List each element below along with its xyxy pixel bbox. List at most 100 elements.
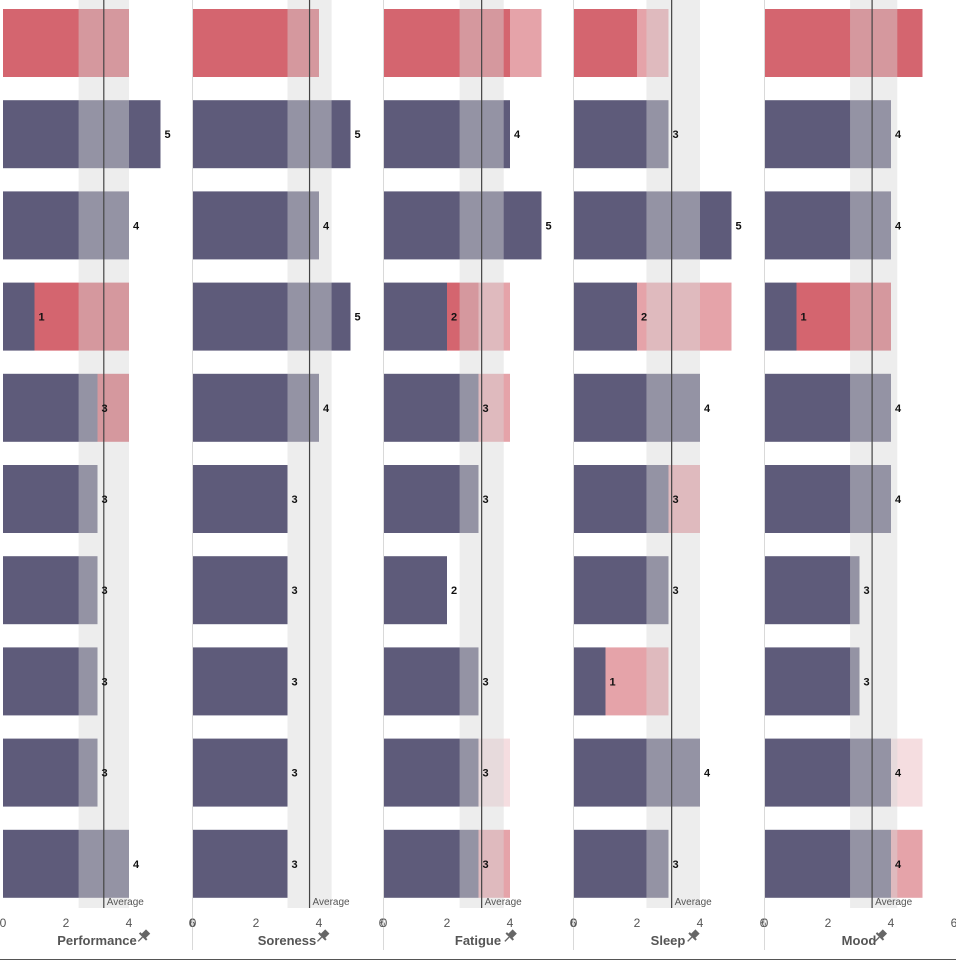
bar-performance-10 <box>3 829 129 898</box>
x-tick-label: 2 <box>825 916 832 930</box>
bar-sleep-8 <box>574 647 606 716</box>
data-label: 4 <box>323 403 330 415</box>
data-label: 2 <box>451 312 457 324</box>
data-label: 4 <box>895 768 902 780</box>
bar-mood-7 <box>765 556 860 625</box>
x-tick-label: 2 <box>63 916 70 930</box>
bar-fatigue-6 <box>384 465 479 533</box>
bar-sleep-7 <box>574 556 669 625</box>
alert-extension <box>510 9 542 77</box>
x-tick-label: 2 <box>634 916 641 930</box>
x-tick-label: 6 <box>379 916 386 930</box>
data-label: 4 <box>704 768 711 780</box>
axis-title-sleep: Sleep <box>651 933 686 948</box>
data-label: 4 <box>514 129 521 141</box>
x-tick-label: 6 <box>760 916 767 930</box>
bar-soreness-6 <box>193 465 288 533</box>
average-label: Average <box>675 897 713 908</box>
data-label: 5 <box>165 129 171 141</box>
alert-segment <box>765 9 923 77</box>
data-label: 3 <box>292 585 298 597</box>
data-label: 5 <box>736 220 742 232</box>
x-tick-label: 0 <box>381 916 388 930</box>
bar-mood-8 <box>765 647 860 716</box>
data-label: 5 <box>355 312 361 324</box>
data-label: 2 <box>451 585 457 597</box>
data-label: 3 <box>292 494 298 506</box>
data-label: 3 <box>292 859 298 871</box>
x-tick-label: 0 <box>571 916 578 930</box>
bar-sleep-5 <box>574 373 700 442</box>
bar-mood-5 <box>765 373 891 442</box>
data-label: 3 <box>673 585 679 597</box>
data-label: 3 <box>864 585 870 597</box>
average-label: Average <box>875 897 913 908</box>
pin-icon[interactable] <box>872 928 889 945</box>
alert-segment <box>637 282 732 351</box>
x-tick-label: 4 <box>507 916 514 930</box>
bar-performance-4 <box>3 282 35 351</box>
data-label: 3 <box>292 768 298 780</box>
x-tick-label: 0 <box>762 916 769 930</box>
bar-fatigue-10 <box>384 829 479 898</box>
pin-icon[interactable] <box>501 928 518 945</box>
x-tick-label: 2 <box>253 916 260 930</box>
bar-soreness-8 <box>193 647 288 716</box>
alert-segment <box>605 647 669 716</box>
alert-segment <box>3 9 129 77</box>
alert-segment <box>478 829 510 898</box>
data-label: 4 <box>895 859 902 871</box>
data-label: 3 <box>673 129 679 141</box>
axis-title-performance: Performance <box>57 933 136 948</box>
data-label: 4 <box>895 129 902 141</box>
x-tick-label: 4 <box>126 916 133 930</box>
data-label: 3 <box>102 494 108 506</box>
alert-segment <box>447 282 479 351</box>
data-label: 3 <box>673 859 679 871</box>
data-label: 3 <box>102 585 108 597</box>
bar-performance-2 <box>3 100 161 169</box>
pin-icon[interactable] <box>314 928 331 945</box>
data-label: 4 <box>704 403 711 415</box>
bar-fatigue-5 <box>384 373 479 442</box>
pin-icon[interactable] <box>684 928 701 945</box>
bar-fatigue-4 <box>384 282 447 351</box>
data-label: 1 <box>39 312 45 324</box>
bar-mood-4 <box>765 282 797 351</box>
bar-sleep-10 <box>574 829 669 898</box>
alert-segment <box>384 9 510 77</box>
alert-segment <box>478 373 510 442</box>
average-label: Average <box>107 897 145 908</box>
data-label: 3 <box>102 676 108 688</box>
x-tick-label: 2 <box>444 916 451 930</box>
bar-soreness-3 <box>193 191 319 260</box>
x-tick-label: 6 <box>951 916 956 930</box>
alert-segment <box>796 282 891 351</box>
bar-performance-7 <box>3 556 98 625</box>
bar-mood-9 <box>765 738 891 807</box>
alert-segment <box>97 373 129 442</box>
data-label: 3 <box>292 676 298 688</box>
bar-fatigue-9 <box>384 738 479 807</box>
data-label: 3 <box>483 859 489 871</box>
bar-performance-8 <box>3 647 98 716</box>
alert-extension <box>478 282 510 351</box>
x-tick-label: 4 <box>316 916 323 930</box>
data-label: 4 <box>895 220 902 232</box>
alert-segment <box>478 738 510 807</box>
bar-soreness-10 <box>193 829 288 898</box>
axis-title-fatigue: Fatigue <box>455 933 501 948</box>
data-label: 4 <box>133 220 140 232</box>
bar-mood-10 <box>765 829 891 898</box>
data-label: 3 <box>483 676 489 688</box>
bar-soreness-9 <box>193 738 288 807</box>
bar-mood-3 <box>765 191 891 260</box>
pin-icon[interactable] <box>135 928 152 945</box>
alert-segment <box>574 9 637 77</box>
bar-fatigue-3 <box>384 191 542 260</box>
axis-title-soreness: Soreness <box>258 933 317 948</box>
data-label: 3 <box>483 494 489 506</box>
alert-segment <box>193 9 319 77</box>
bar-fatigue-7 <box>384 556 447 625</box>
